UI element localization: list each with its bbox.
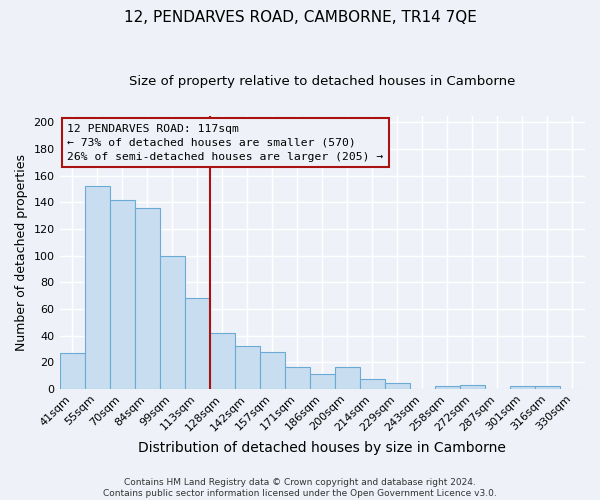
Bar	[435, 386, 460, 389]
Bar	[185, 298, 209, 389]
X-axis label: Distribution of detached houses by size in Camborne: Distribution of detached houses by size …	[139, 441, 506, 455]
Bar	[460, 385, 485, 389]
Text: 12, PENDARVES ROAD, CAMBORNE, TR14 7QE: 12, PENDARVES ROAD, CAMBORNE, TR14 7QE	[124, 10, 476, 25]
Y-axis label: Number of detached properties: Number of detached properties	[15, 154, 28, 350]
Text: Contains HM Land Registry data © Crown copyright and database right 2024.
Contai: Contains HM Land Registry data © Crown c…	[103, 478, 497, 498]
Bar	[285, 368, 310, 389]
Text: 12 PENDARVES ROAD: 117sqm
← 73% of detached houses are smaller (570)
26% of semi: 12 PENDARVES ROAD: 117sqm ← 73% of detac…	[67, 124, 383, 162]
Bar	[85, 186, 110, 389]
Bar	[385, 384, 410, 389]
Bar	[535, 386, 560, 389]
Bar	[110, 200, 134, 389]
Bar	[235, 346, 260, 389]
Bar	[134, 208, 160, 389]
Title: Size of property relative to detached houses in Camborne: Size of property relative to detached ho…	[129, 75, 515, 88]
Bar	[310, 374, 335, 389]
Bar	[260, 352, 285, 389]
Bar	[360, 380, 385, 389]
Bar	[160, 256, 185, 389]
Bar	[209, 333, 235, 389]
Bar	[510, 386, 535, 389]
Bar	[59, 353, 85, 389]
Bar	[335, 368, 360, 389]
